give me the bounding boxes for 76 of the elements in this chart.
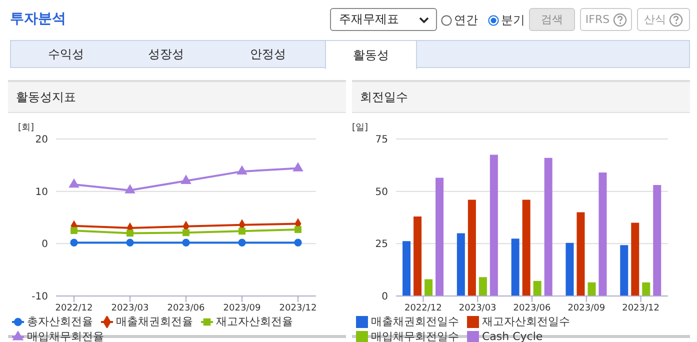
y-tick-label: 20 bbox=[35, 134, 48, 146]
bar bbox=[511, 238, 520, 296]
x-tick-label: 2023/03 bbox=[458, 303, 496, 314]
bar bbox=[588, 282, 596, 296]
text: 수익성 bbox=[47, 46, 85, 62]
point bbox=[237, 166, 247, 175]
chart-title: 회전일수 bbox=[352, 82, 690, 113]
legend-label: Cash Cycle bbox=[482, 329, 543, 342]
x-tick-label: 2023/03 bbox=[111, 303, 149, 314]
point bbox=[182, 229, 190, 236]
point bbox=[294, 226, 302, 233]
point bbox=[182, 238, 190, 246]
text: 투자분석 bbox=[10, 10, 66, 28]
y-tick-label: 25 bbox=[375, 239, 388, 250]
x-tick-label: 2023/12 bbox=[622, 303, 660, 314]
legend-label: 재고자산회전율 bbox=[216, 314, 293, 329]
text: 안정성 bbox=[249, 46, 287, 62]
y-tick-label: 50 bbox=[375, 186, 388, 198]
point bbox=[238, 238, 246, 246]
bar bbox=[576, 212, 585, 296]
bar bbox=[490, 154, 498, 296]
bar bbox=[566, 242, 574, 296]
text: 검색 bbox=[529, 8, 575, 31]
bar bbox=[478, 277, 487, 296]
bar bbox=[544, 158, 552, 296]
text: 성장성 bbox=[147, 46, 185, 62]
x-tick-label: 2023/09 bbox=[223, 303, 261, 314]
bar bbox=[522, 200, 530, 296]
bar bbox=[598, 172, 607, 296]
legend-label: 재고자산회전일수 bbox=[482, 314, 570, 329]
bar bbox=[414, 216, 422, 296]
x-tick-label: 2022/12 bbox=[404, 303, 442, 314]
y-axis-title: [일] bbox=[352, 122, 368, 134]
chart-title: 활동성지표 bbox=[8, 82, 346, 113]
x-tick-label: 2022/12 bbox=[55, 303, 93, 314]
point bbox=[126, 238, 134, 246]
legend-label: 매출채권회전율 bbox=[116, 314, 193, 329]
x-tick-label: 2023/09 bbox=[568, 303, 606, 314]
text: 연간 bbox=[454, 12, 478, 29]
bar bbox=[653, 185, 662, 296]
point bbox=[125, 184, 135, 194]
y-tick-label: -10 bbox=[32, 292, 48, 303]
bar bbox=[424, 279, 433, 296]
point bbox=[69, 178, 79, 188]
y-tick-label: 10 bbox=[35, 186, 48, 198]
bar bbox=[456, 233, 465, 296]
x-tick-label: 2023/12 bbox=[279, 303, 317, 314]
bar bbox=[402, 241, 411, 296]
bar bbox=[436, 178, 444, 296]
bar bbox=[620, 245, 628, 296]
point bbox=[70, 238, 78, 246]
legend-label: 매출채권회전일수 bbox=[371, 314, 459, 329]
y-tick-label: 0 bbox=[382, 292, 388, 303]
text: 주재무제표 bbox=[339, 11, 399, 28]
text: IFRS bbox=[585, 13, 610, 26]
x-tick-label: 2023/06 bbox=[513, 303, 551, 314]
point bbox=[293, 162, 303, 172]
point bbox=[126, 230, 134, 237]
bar bbox=[642, 282, 650, 296]
point bbox=[294, 238, 302, 246]
bar bbox=[631, 222, 640, 296]
y-axis-title: [회] bbox=[18, 122, 34, 134]
legend-label: 매입채무회전율 bbox=[27, 329, 104, 342]
text: 산식 bbox=[644, 12, 666, 27]
point bbox=[238, 228, 246, 235]
point bbox=[181, 175, 191, 184]
text: 활동성 bbox=[325, 40, 417, 69]
legend-label: 총자산회전율 bbox=[27, 314, 93, 329]
bar bbox=[533, 280, 542, 296]
point bbox=[70, 227, 78, 234]
y-tick-label: 75 bbox=[375, 134, 388, 146]
legend-label: 매입채무회전일수 bbox=[371, 329, 459, 342]
bar bbox=[468, 200, 476, 296]
y-tick-label: 0 bbox=[42, 239, 48, 250]
text: 분기 bbox=[501, 12, 525, 29]
x-tick-label: 2023/06 bbox=[167, 303, 205, 314]
